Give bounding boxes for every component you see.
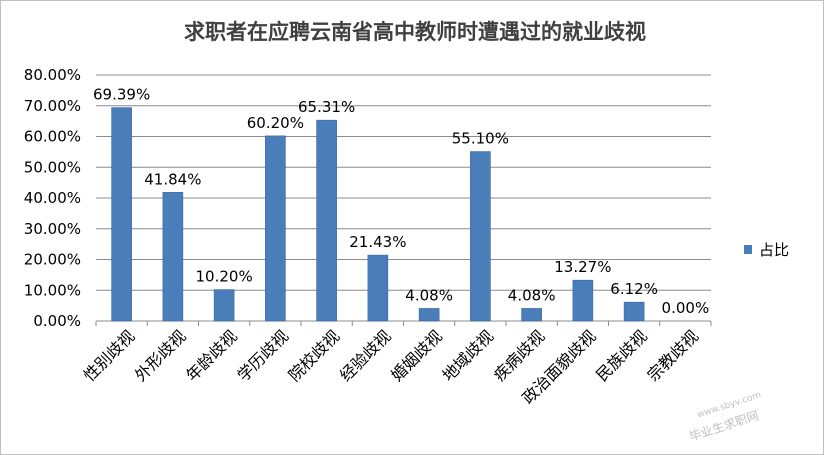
y-tick-label: 10.00% [24,281,81,299]
legend-label: 占比 [759,241,789,259]
data-label: 0.00% [662,299,710,317]
y-tick-label: 20.00% [24,251,81,269]
bar [470,151,491,322]
data-label: 65.31% [298,98,355,116]
y-tick-label: 70.00% [24,97,81,115]
data-label: 13.27% [554,258,611,276]
data-label: 41.84% [144,170,201,188]
y-tick-label: 30.00% [24,220,81,238]
bar [162,192,184,322]
category-label: 经验歧视 [336,326,395,385]
x-axis-category-labels: 性别歧视外形歧视年龄歧视学历歧视院校歧视经验歧视婚姻歧视地域歧视疾病歧视政治面貌… [80,326,702,407]
category-label: 民族歧视 [592,326,651,385]
category-label: 宗教歧视 [644,326,703,385]
data-label: 69.39% [93,86,150,104]
data-label: 10.20% [196,268,253,286]
data-label: 4.08% [405,286,453,304]
bar [316,119,337,322]
bar [111,107,132,322]
data-label: 4.08% [508,286,556,304]
y-tick-label: 0.00% [33,312,81,330]
watermark: 毕业生求职网 www.sbyv.com [688,390,763,443]
bar [265,135,286,322]
legend-swatch [744,245,752,254]
category-label: 婚姻歧视 [387,326,446,385]
bars [111,107,645,322]
data-label: 6.12% [610,280,658,298]
y-tick-label: 50.00% [24,158,81,176]
bar [367,254,389,322]
category-label: 性别歧视 [80,326,139,385]
chart-title: 求职者在应聘云南省高中教师时遭遇过的就业歧视 [184,20,646,44]
y-axis-tick-labels: 0.00% 10.00% 20.00% 30.00% 40.00% 50.00% 60.00… [24,66,81,330]
data-label: 55.10% [452,130,509,148]
category-label: 年龄歧视 [182,326,241,385]
y-tick-label: 80.00% [24,66,81,84]
category-label: 院校歧视 [285,326,344,385]
data-labels: 69.39% 41.84% 10.20% 60.20%65.31% 21.43% 4.08… [93,86,709,317]
gridlines [95,74,712,326]
data-label: 21.43% [349,233,406,251]
bar [213,289,235,322]
bar [572,279,594,322]
bar [418,308,440,322]
legend: 占比 [744,241,789,259]
category-label: 外形歧视 [131,326,190,385]
data-label: 60.20% [247,114,304,132]
y-tick-label: 40.00% [24,189,81,207]
y-tick-label: 60.00% [24,128,81,146]
category-label: 地域歧视 [439,326,498,385]
category-label: 学历歧视 [234,326,293,385]
bar [521,308,542,322]
bar [623,301,645,322]
